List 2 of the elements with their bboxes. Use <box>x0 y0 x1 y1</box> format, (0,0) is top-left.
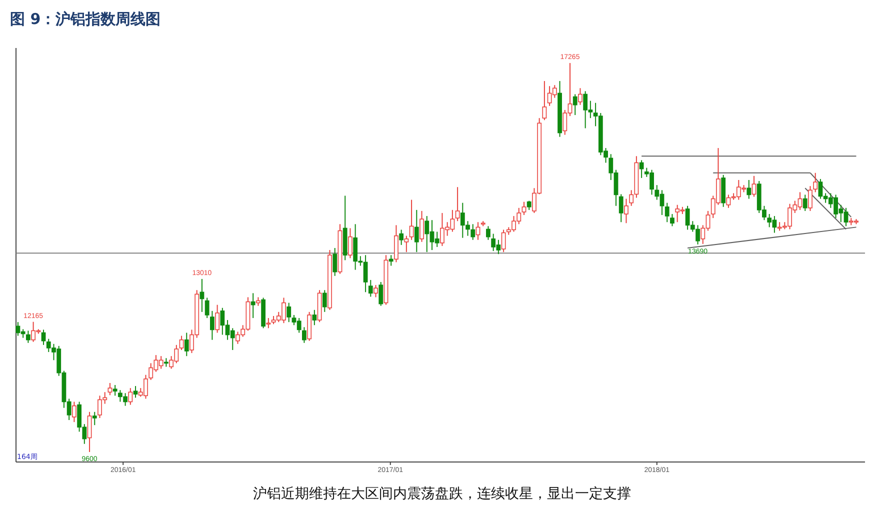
text: 沪铝近期维持在大区间内震荡盘跌，连续收星，显出一定支撑 <box>253 486 631 502</box>
chart-title: 图 9：沪铝指数周线图 <box>10 10 161 28</box>
